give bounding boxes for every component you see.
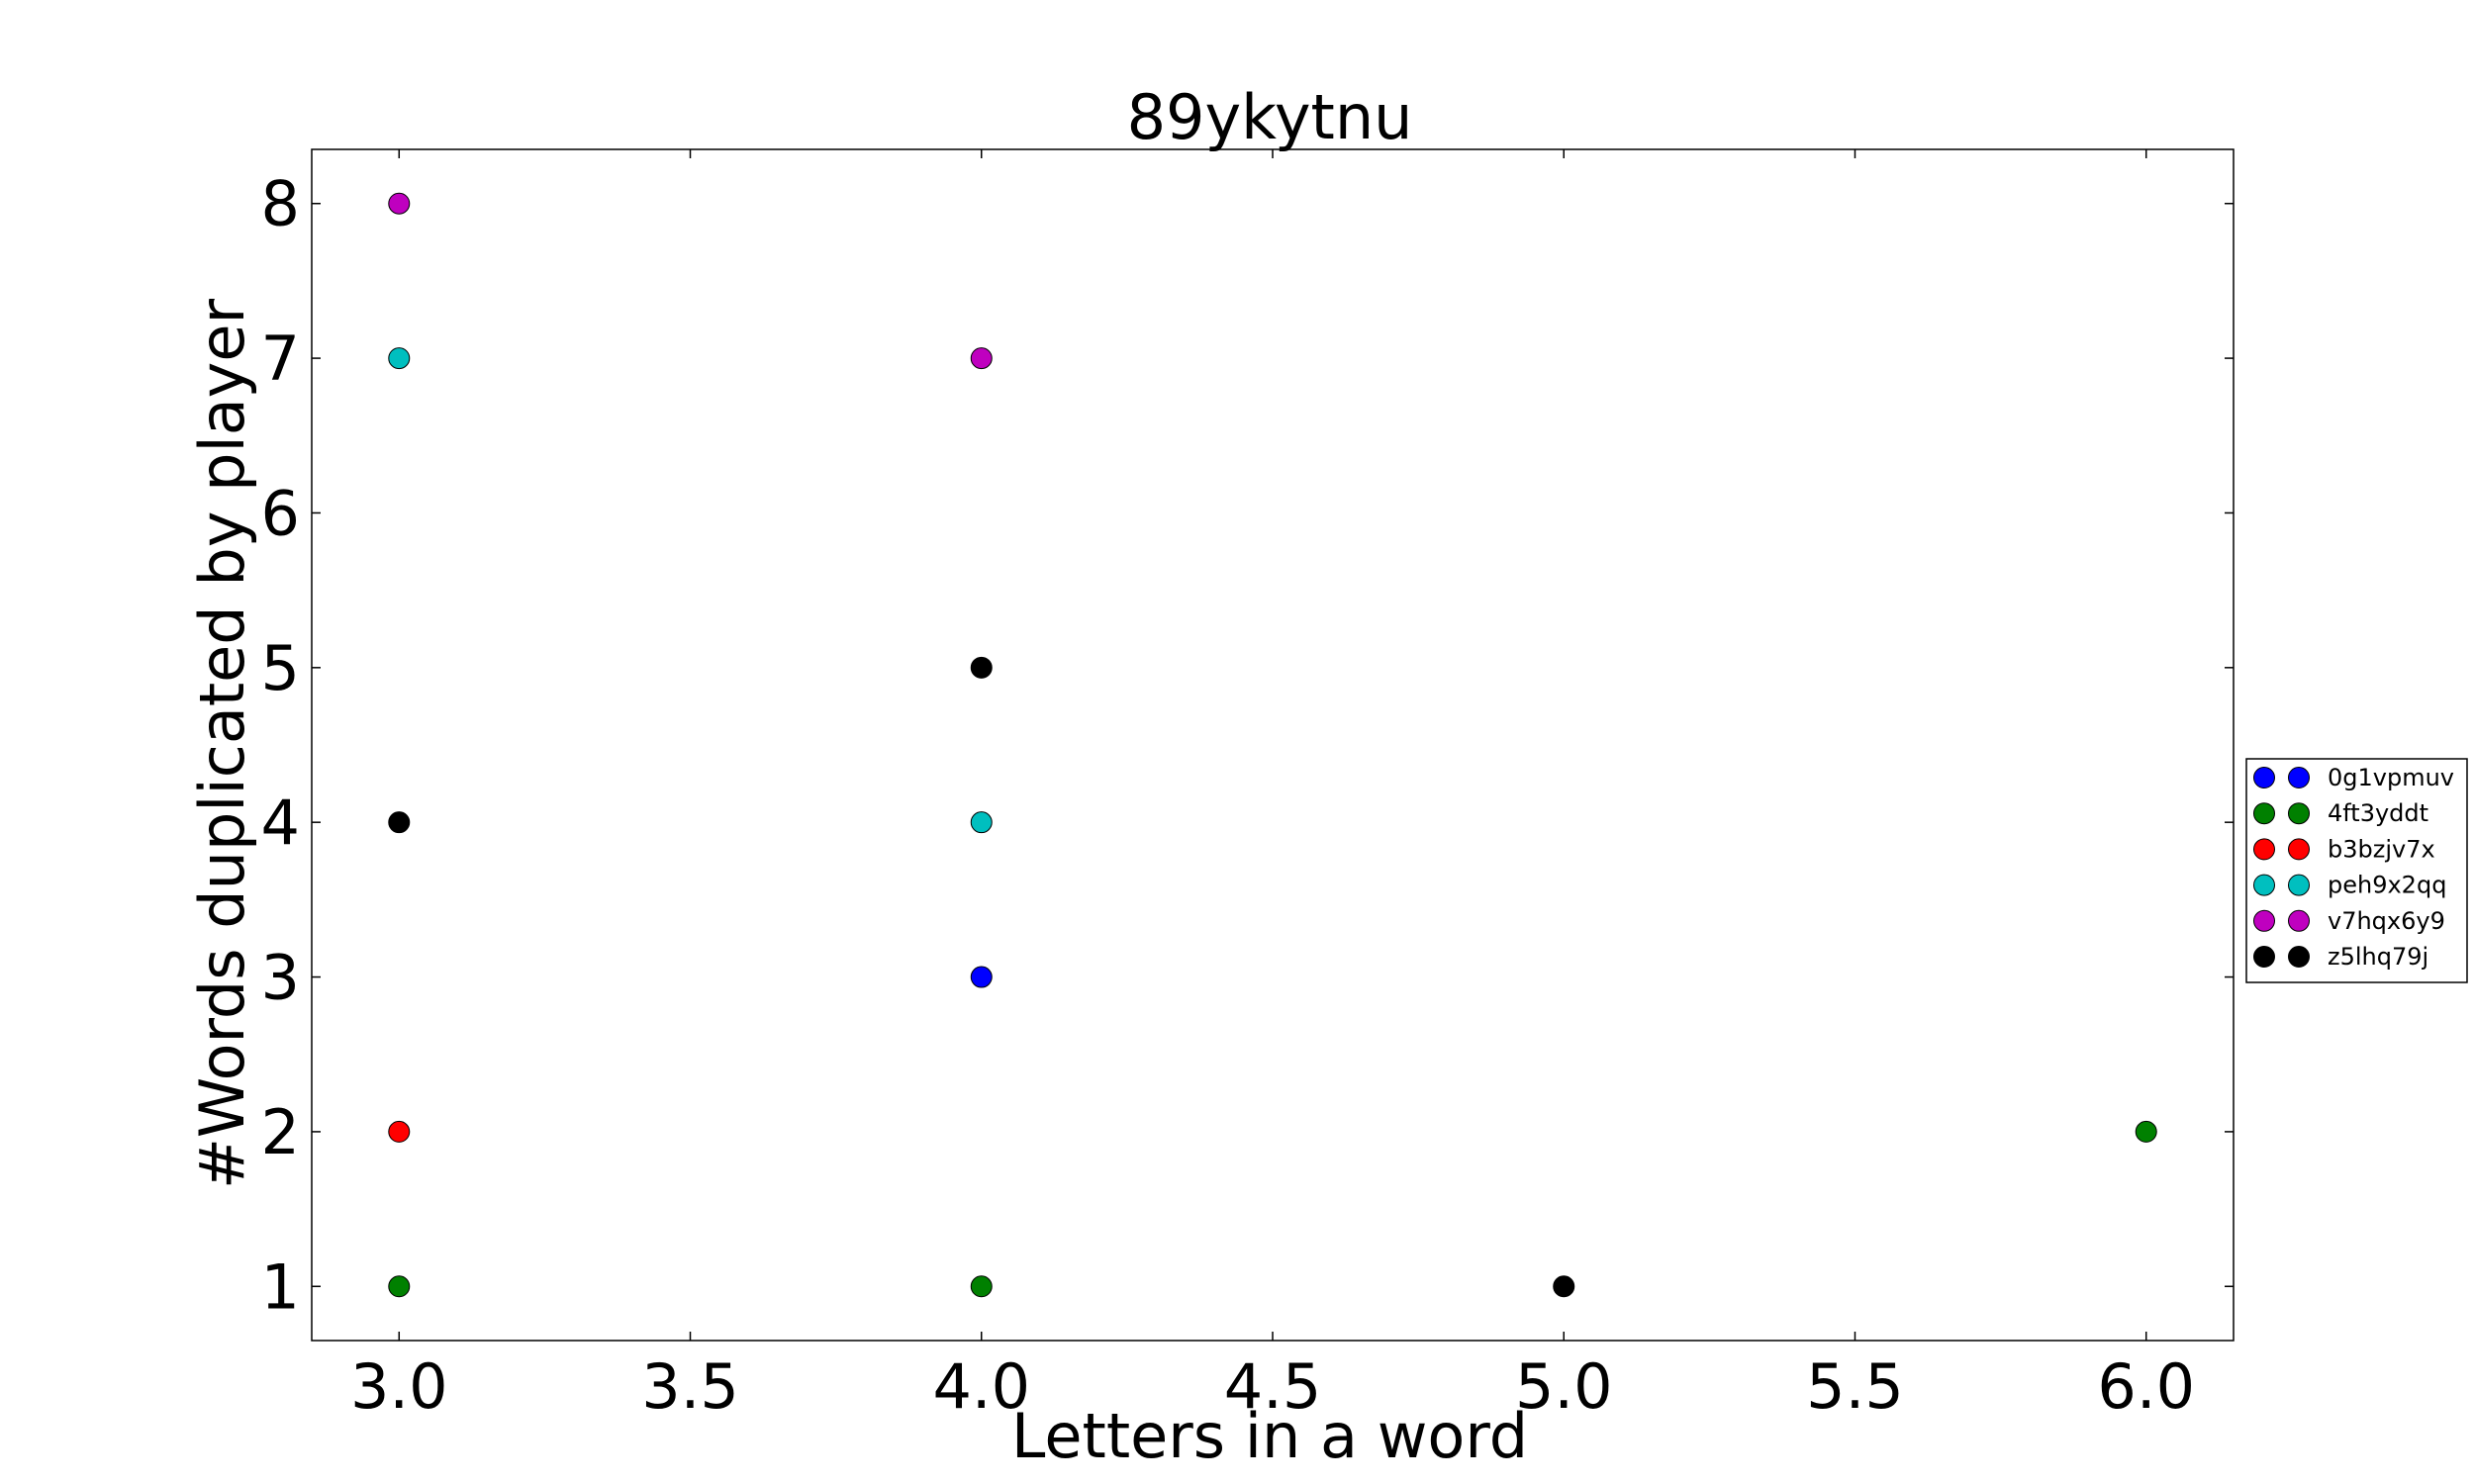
x-tick-label: 4.5 (1224, 1350, 1322, 1423)
legend-label: v7hqx6y9 (2328, 907, 2445, 935)
legend-marker (2253, 946, 2275, 968)
y-tick-label: 6 (261, 477, 300, 549)
legend-marker (2288, 909, 2310, 932)
legend-label: 0g1vpmuv (2328, 764, 2454, 791)
y-tick-label: 4 (261, 787, 300, 859)
legend-marker (2288, 838, 2310, 861)
y-axis-label: #Words duplicated by player (186, 298, 258, 1189)
data-point-4ft3yddt (388, 1275, 411, 1298)
x-tick-label: 6.0 (2097, 1350, 2195, 1423)
legend-label: 4ft3yddt (2328, 799, 2428, 827)
y-axis: 1 2 3 4 5 6 7 8 (261, 168, 2234, 1323)
y-tick-label: 8 (261, 168, 300, 240)
data-point-b3bzjv7x (388, 1120, 411, 1143)
data-point-z5lhq79j (970, 656, 993, 679)
y-tick-label: 2 (261, 1096, 300, 1168)
legend-label: z5lhq79j (2328, 943, 2428, 971)
data-point-peh9x2qq (970, 811, 993, 834)
legend-marker (2253, 909, 2275, 932)
data-point-4ft3yddt (970, 1275, 993, 1298)
legend-marker (2253, 874, 2275, 896)
x-tick-label: 3.5 (641, 1350, 739, 1423)
y-tick-label: 3 (261, 942, 300, 1014)
x-tick-label: 3.0 (350, 1350, 448, 1423)
y-tick-label: 7 (261, 323, 300, 395)
x-tick-label: 5.5 (1806, 1350, 1904, 1423)
legend-marker (2253, 802, 2275, 825)
legend-marker (2288, 767, 2310, 788)
plot-area (388, 192, 2157, 1298)
legend: 0g1vpmuv 4ft3yddt b3bzjv7x peh9x2qq v7hqx6y9… (2245, 758, 2468, 983)
x-axis: 3.0 3.5 4.0 4.5 5.0 5.5 6.0 (350, 149, 2195, 1423)
x-axis-label: Letters in a word (1011, 1400, 1528, 1472)
data-point-v7hqx6y9 (970, 347, 993, 370)
data-point-v7hqx6y9 (388, 192, 411, 215)
data-point-peh9x2qq (388, 347, 411, 370)
data-point-0g1vpmuv (970, 966, 993, 988)
legend-box (2245, 758, 2468, 983)
y-tick-label: 5 (261, 632, 300, 704)
data-point-z5lhq79j (1553, 1275, 1575, 1298)
legend-marker (2253, 767, 2275, 788)
legend-marker (2288, 874, 2310, 896)
legend-marker (2253, 838, 2275, 861)
legend-marker (2288, 802, 2310, 825)
x-tick-label: 5.0 (1515, 1350, 1613, 1423)
x-tick-label: 4.0 (932, 1350, 1030, 1423)
data-point-z5lhq79j (388, 811, 411, 834)
legend-label: peh9x2qq (2328, 872, 2446, 899)
data-point-4ft3yddt (2135, 1120, 2157, 1143)
chart-title: 89ykytnu (1127, 81, 1413, 153)
y-tick-label: 1 (261, 1251, 300, 1323)
legend-label: b3bzjv7x (2328, 835, 2435, 863)
legend-marker (2288, 946, 2310, 968)
